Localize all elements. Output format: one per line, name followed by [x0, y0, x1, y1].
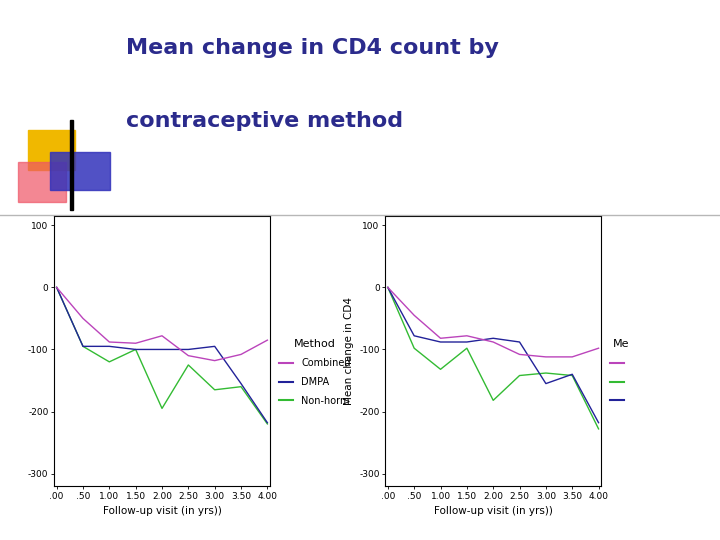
Bar — [50, 152, 110, 190]
Y-axis label: Mean change in CD4: Mean change in CD4 — [343, 297, 354, 405]
X-axis label: Follow-up visit (in yrs)): Follow-up visit (in yrs)) — [433, 506, 553, 516]
Bar — [28, 130, 75, 170]
Bar — [18, 162, 66, 202]
Legend: Combined, DMPA, Non-horm: Combined, DMPA, Non-horm — [279, 340, 351, 406]
X-axis label: Follow-up visit (in yrs)): Follow-up visit (in yrs)) — [102, 506, 222, 516]
Text: contraceptive method: contraceptive method — [126, 111, 403, 131]
Bar — [70, 120, 73, 210]
Legend: , , : , , — [610, 340, 632, 406]
Text: Mean change in CD4 count by: Mean change in CD4 count by — [126, 38, 499, 58]
